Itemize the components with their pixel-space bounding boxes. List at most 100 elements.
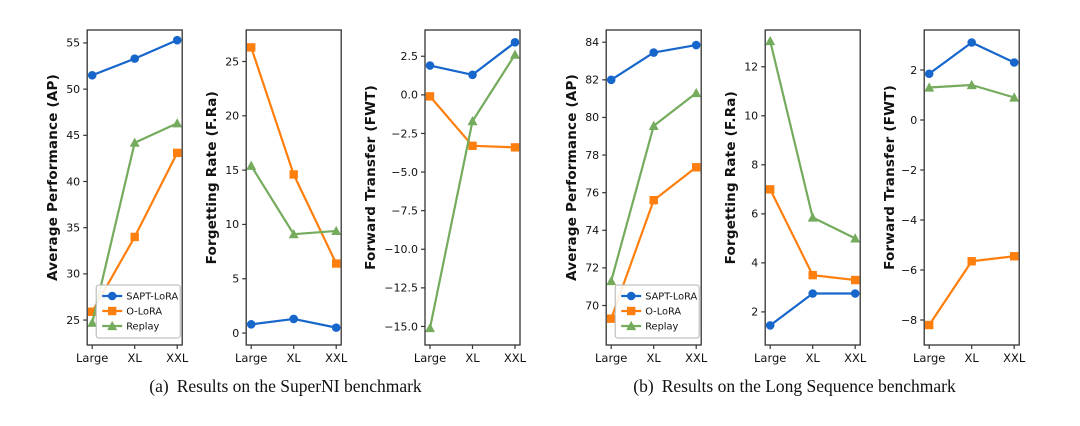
y-tick-label: −5.0 — [391, 166, 418, 179]
axes-frame — [923, 29, 1020, 346]
y-tick-label: 0 — [232, 327, 239, 340]
y-tick-label: 84 — [585, 36, 599, 49]
series-Replay — [924, 79, 1020, 102]
x-tick-label: XL — [806, 351, 821, 365]
y-tick-label: 25 — [66, 314, 80, 327]
y-axis-ticks: 2.5 0.0 −2.5 −5.0 −7.5 −10.0 −12.5 −15.0 — [384, 50, 425, 333]
y-tick-label: 78 — [585, 149, 599, 162]
x-tick-label: Large — [913, 351, 945, 365]
series-line — [928, 255, 1015, 326]
caption-a-text: Results on the SuperNI benchmark — [176, 376, 422, 396]
y-tick-label: 76 — [585, 186, 599, 199]
y-tick-label: −6 — [901, 264, 917, 277]
figure-canvas: Average Performance (AP) 25 30 35 40 45 50 55 L… — [44, 10, 1080, 397]
charts-row-long-sequence: Average Performance (AP) 70 72 74 76 78 80 82 8… — [563, 10, 1026, 367]
y-axis-label-superni-fra: Forgetting Rate (F.Ra) — [203, 10, 221, 345]
series-O-LoRA — [607, 163, 701, 323]
series-line — [769, 292, 856, 327]
axes-frame — [764, 29, 861, 346]
plot-longseq-ap: 70 72 74 76 78 80 82 84 Large XL XXL SAPT-LoRA O-LoR… — [585, 29, 708, 365]
series-line — [429, 41, 516, 76]
plot-longseq-fra: 2 4 6 8 10 12 Large XL XXL — [744, 29, 867, 365]
series-SAPT-LoRA — [425, 38, 520, 80]
legend-label: Replay — [126, 321, 159, 332]
series-line — [769, 40, 856, 240]
y-tick-label: 55 — [66, 37, 80, 50]
x-tick-label: XL — [287, 351, 302, 365]
series-SAPT-LoRA — [246, 314, 341, 332]
chart-longseq-fra: Forgetting Rate (F.Ra) 2 4 6 8 10 12 Large XL XX… — [722, 10, 867, 367]
y-tick-label: 12 — [744, 61, 758, 74]
chart-superni-fra: Forgetting Rate (F.Ra) 0 5 10 15 20 25 Large XL… — [203, 10, 348, 367]
caption-b-tag: (b) — [633, 376, 654, 396]
y-tick-label: −2.5 — [391, 127, 418, 140]
x-axis-ticks: Large XL XXL — [235, 345, 348, 365]
y-tick-label: 15 — [225, 164, 239, 177]
figure-b-long-sequence: Average Performance (AP) 70 72 74 76 78 80 82 8… — [563, 10, 1026, 397]
y-tick-label: −12.5 — [384, 282, 418, 295]
y-tick-label: −4 — [901, 214, 917, 227]
y-tick-label: 6 — [751, 208, 758, 221]
y-axis-ticks: 25 30 35 40 45 50 55 — [66, 37, 88, 327]
series-SAPT-LoRA — [606, 40, 701, 85]
y-axis-label-text: Forward Transfer (FWT) — [882, 85, 898, 270]
series-O-LoRA — [766, 185, 860, 285]
chart-longseq-fwt: Forward Transfer (FWT) 2 0 −2 −4 −6 −8 Large XL… — [881, 10, 1026, 367]
y-axis-ticks: 70 72 74 76 78 80 82 84 — [585, 36, 607, 312]
x-tick-label: XXL — [504, 351, 527, 365]
x-axis-ticks: Large XL XXL — [913, 345, 1026, 365]
y-tick-label: 50 — [66, 83, 80, 96]
y-tick-label: 45 — [66, 129, 80, 142]
x-tick-label: Large — [754, 351, 786, 365]
y-tick-label: 2 — [910, 64, 917, 77]
y-axis-ticks: 0 5 10 15 20 25 — [225, 55, 247, 340]
y-tick-label: −15.0 — [384, 320, 418, 333]
plot-longseq-fwt: 2 0 −2 −4 −6 −8 Large XL XXL — [901, 29, 1026, 365]
axes-frame — [605, 29, 702, 346]
y-tick-label: 2 — [751, 306, 758, 319]
x-tick-label: XXL — [166, 351, 189, 365]
y-axis-label-longseq-fra: Forgetting Rate (F.Ra) — [722, 10, 740, 345]
legend-label: SAPT-LoRA — [645, 291, 697, 302]
x-tick-label: Large — [76, 351, 108, 365]
x-tick-label: XL — [128, 351, 143, 365]
y-axis-ticks: 2 0 −2 −4 −6 −8 — [901, 64, 925, 327]
y-tick-label: 82 — [585, 74, 599, 87]
legend: SAPT-LoRA O-LoRA Replay — [614, 284, 700, 339]
axes-frame — [245, 29, 342, 346]
plot-superni-fwt: 2.5 0.0 −2.5 −5.0 −7.5 −10.0 −12.5 −15.0 Large XL… — [384, 29, 527, 365]
figure-groups-row: Average Performance (AP) 25 30 35 40 45 50 55 L… — [44, 10, 1080, 397]
y-axis-label-text: Average Performance (AP) — [45, 74, 61, 281]
y-axis-label-superni-ap: Average Performance (AP) — [44, 10, 62, 345]
y-tick-label: 5 — [232, 273, 239, 286]
series-Replay — [425, 49, 520, 333]
caption-b-text: Results on the Long Sequence benchmark — [661, 376, 956, 396]
y-axis-label-longseq-fwt: Forward Transfer (FWT) — [881, 10, 899, 345]
x-tick-label: XXL — [685, 351, 708, 365]
y-tick-label: 0.0 — [401, 89, 419, 102]
y-tick-label: 10 — [744, 110, 758, 123]
series-O-LoRA — [247, 43, 341, 268]
y-tick-label: 40 — [66, 175, 80, 188]
y-tick-label: 74 — [585, 224, 599, 237]
chart-superni-fwt: Forward Transfer (FWT) 2.5 0.0 −2.5 −5.0 −7.… — [362, 10, 527, 367]
legend-label: O-LoRA — [645, 306, 681, 317]
y-tick-label: 70 — [585, 299, 599, 312]
chart-longseq-ap: Average Performance (AP) 70 72 74 76 78 80 82 8… — [563, 10, 708, 367]
chart-superni-ap: Average Performance (AP) 25 30 35 40 45 50 55 L… — [44, 10, 189, 367]
series-O-LoRA — [425, 92, 520, 152]
series-line — [428, 54, 516, 329]
x-tick-label: XXL — [844, 351, 867, 365]
series-line — [769, 188, 856, 282]
x-tick-label: XL — [647, 351, 662, 365]
y-tick-label: 10 — [225, 218, 239, 231]
y-axis-ticks: 2 4 6 8 10 12 — [744, 61, 766, 319]
series-Replay — [87, 118, 183, 327]
series-line — [928, 41, 1015, 75]
y-tick-label: 30 — [66, 268, 80, 281]
x-axis-ticks: Large XL XXL — [76, 345, 189, 365]
series-SAPT-LoRA — [765, 289, 860, 330]
x-tick-label: XXL — [1003, 351, 1026, 365]
y-tick-label: 25 — [225, 55, 239, 68]
y-tick-label: 2.5 — [401, 50, 419, 63]
